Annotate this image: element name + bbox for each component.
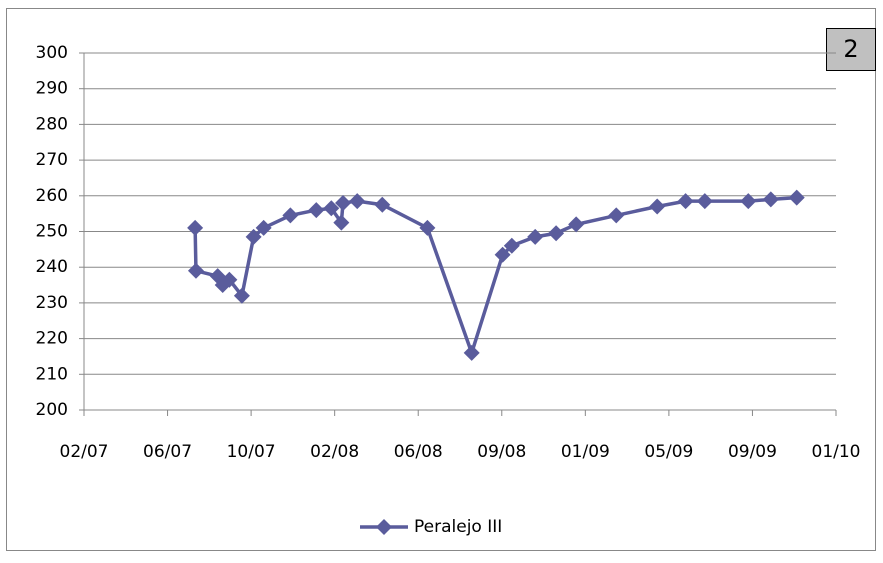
point-marker [649,198,666,215]
y-tick-label: 200 [36,400,68,420]
y-tick-label: 230 [36,293,68,313]
x-tick-label: 09/09 [728,442,777,462]
x-tick-label: 02/08 [310,442,359,462]
point-marker [221,271,238,288]
x-tick-label: 02/07 [60,442,109,462]
point-marker [245,228,262,245]
y-tick-label: 240 [36,257,68,277]
point-marker [548,225,565,242]
y-tick-label: 290 [36,79,68,99]
point-marker [323,200,340,217]
x-tick-label: 10/07 [227,442,276,462]
point-marker [255,219,272,236]
point-marker [187,219,204,236]
point-marker [308,202,325,219]
point-marker [696,193,713,210]
x-tick-label: 01/10 [812,442,861,462]
x-tick-label: 06/07 [143,442,192,462]
point-marker [788,189,805,206]
chart-border [6,8,876,551]
point-marker [349,193,366,210]
point-marker [762,191,779,208]
x-tick-label: 05/09 [644,442,693,462]
y-tick-label: 210 [36,364,68,384]
point-marker [677,193,694,210]
y-tick-label: 280 [36,114,68,134]
y-tick-label: 300 [36,43,68,63]
x-tick-label: 06/08 [394,442,443,462]
point-marker [333,214,350,231]
x-tick-label: 09/08 [477,442,526,462]
annotation: 2 [843,35,858,63]
point-marker [335,194,352,211]
y-tick-label: 220 [36,329,68,349]
annotation-box [826,28,876,71]
point-marker [233,287,250,304]
point-marker [463,344,480,361]
point-marker [494,246,511,263]
y-tick-label: 270 [36,150,68,170]
point-marker [527,228,544,245]
point-marker [282,207,299,224]
point-marker [740,193,757,210]
y-tick-label: 260 [36,186,68,206]
point-marker [608,207,625,224]
point-marker [503,237,520,254]
x-tick-label: 01/09 [561,442,610,462]
point-marker [374,196,391,213]
point-marker [187,262,204,279]
legend-marker [376,519,392,535]
point-marker [568,216,585,233]
point-marker [419,219,436,236]
legend-label: Peralejo III [414,517,502,537]
y-tick-label: 250 [36,222,68,242]
